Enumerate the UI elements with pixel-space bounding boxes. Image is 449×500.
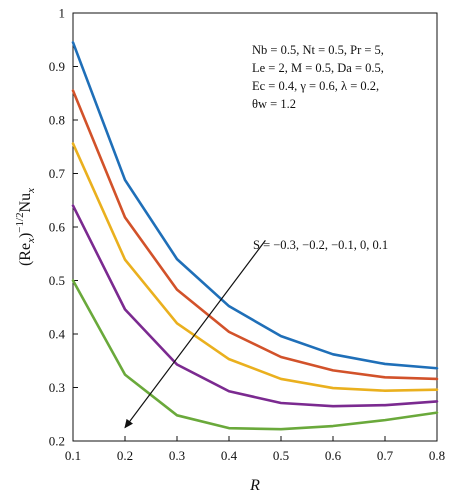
- trend-arrow: [124, 240, 266, 429]
- x-tick-label: 0.4: [221, 448, 238, 463]
- x-tick-label: 0.6: [325, 448, 342, 463]
- y-tick-label: 0.8: [49, 113, 65, 128]
- y-tick-label: 0.7: [49, 166, 66, 181]
- x-tick-label: 0.8: [429, 448, 445, 463]
- y-label-base: (Re: [17, 243, 34, 266]
- x-tick-label: 0.5: [273, 448, 289, 463]
- x-tick-label: 0.7: [377, 448, 394, 463]
- y-tick-label: 0.5: [49, 273, 65, 288]
- y-label-exp: −1/2: [14, 212, 26, 232]
- series-line-3: [71, 142, 439, 393]
- arrow-annotation: S = −0.3, −0.2, −0.1, 0, 0.1: [253, 238, 388, 252]
- series-line-2: [71, 89, 439, 381]
- parameters-line-2: Le = 2, M = 0.5, Da = 0.5,: [252, 61, 384, 75]
- x-tick-label: 0.1: [65, 448, 81, 463]
- y-label-paren: ): [17, 233, 34, 238]
- y-tick-label: 0.9: [49, 59, 65, 74]
- x-axis-label: R: [249, 477, 260, 494]
- y-axis-label: (Rex)−1/2Nux: [14, 188, 37, 266]
- y-label-sub2: x: [25, 188, 37, 194]
- series-line-4: [71, 204, 439, 408]
- y-tick-label: 0.2: [49, 434, 65, 449]
- y-label-sub1: x: [25, 238, 37, 244]
- y-tick-label: 1: [59, 6, 66, 21]
- parameters-line-1: Nb = 0.5, Nt = 0.5, Pr = 5,: [252, 43, 384, 57]
- y-label-mid: Nu: [17, 193, 34, 213]
- x-tick-label: 0.2: [117, 448, 133, 463]
- y-tick-label: 0.6: [49, 220, 66, 235]
- series-line-1: [71, 41, 439, 370]
- x-tick-label: 0.3: [169, 448, 185, 463]
- parameters-line-4: θw = 1.2: [252, 97, 296, 111]
- y-tick-label: 0.3: [49, 380, 65, 395]
- parameters-line-3: Ec = 0.4, γ = 0.6, λ = 0.2,: [252, 79, 379, 93]
- y-tick-label: 0.4: [49, 327, 66, 342]
- axis-ticks: 0.1 0.2 0.3 0.4 0.5 0.6 0.7 0.80.20.30.40.50.60…: [49, 6, 445, 464]
- series-group: [71, 41, 439, 431]
- series-line-5: [71, 279, 439, 431]
